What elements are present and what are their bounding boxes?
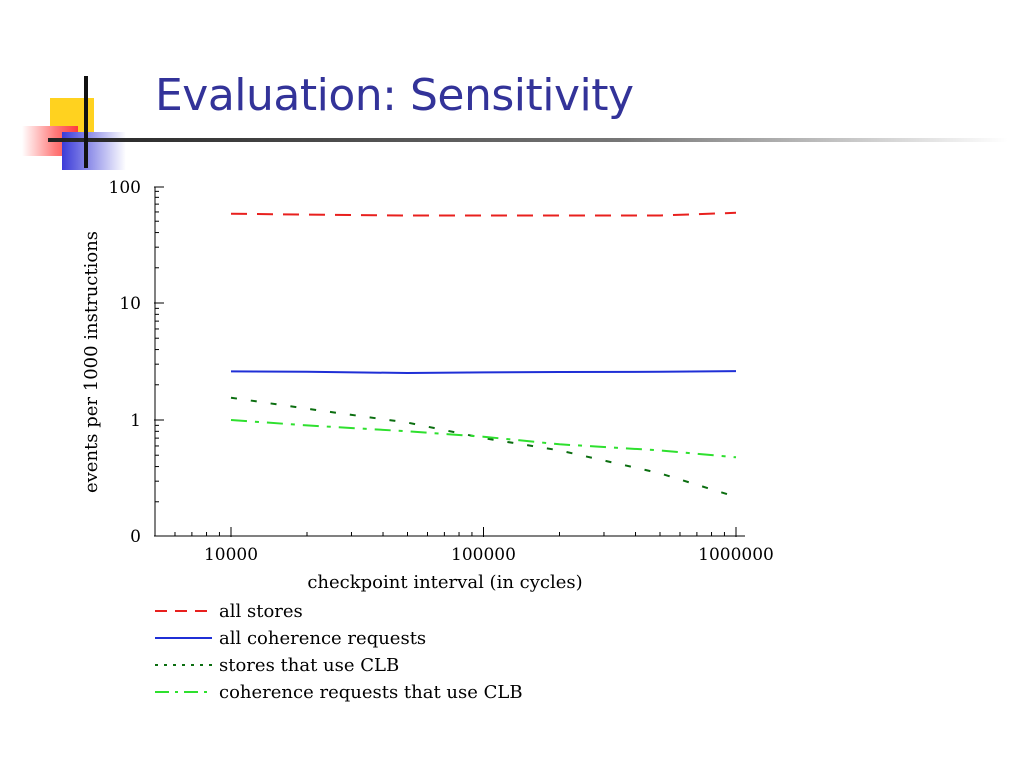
title-rule [48,138,1008,142]
x-tick-label: 10000 [204,545,258,565]
plot-axes [154,186,745,537]
y-tick-label: 0 [130,527,141,547]
vertical-rule [84,76,88,168]
series-line-3 [230,419,737,459]
chart-legend: all stores all coherence requests stores t… [155,601,523,703]
x-tick-label: 1000000 [698,545,774,565]
series-line-1 [230,370,737,375]
legend-label-1: all coherence requests [219,628,426,649]
y-axis-label: events per 1000 instructions [81,231,102,493]
y-tick-label: 100 [109,178,141,198]
legend-label-3: coherence requests that use CLB [219,682,523,703]
y-tick-label: 1 [130,411,141,431]
legend-label-0: all stores [219,601,303,622]
y-tick-label: 10 [119,294,141,314]
legend-label-2: stores that use CLB [219,655,399,676]
series-line-0 [230,211,737,217]
plot-tick-labels: 0 1 10 100 10000 100000 1000000 [109,178,774,565]
plot-series [230,211,737,498]
series-line-2 [230,396,737,498]
x-axis-label: checkpoint interval (in cycles) [307,572,582,593]
slide-title: Evaluation: Sensitivity [155,70,634,121]
title-decoration [22,76,1008,170]
x-tick-label: 100000 [451,545,516,565]
